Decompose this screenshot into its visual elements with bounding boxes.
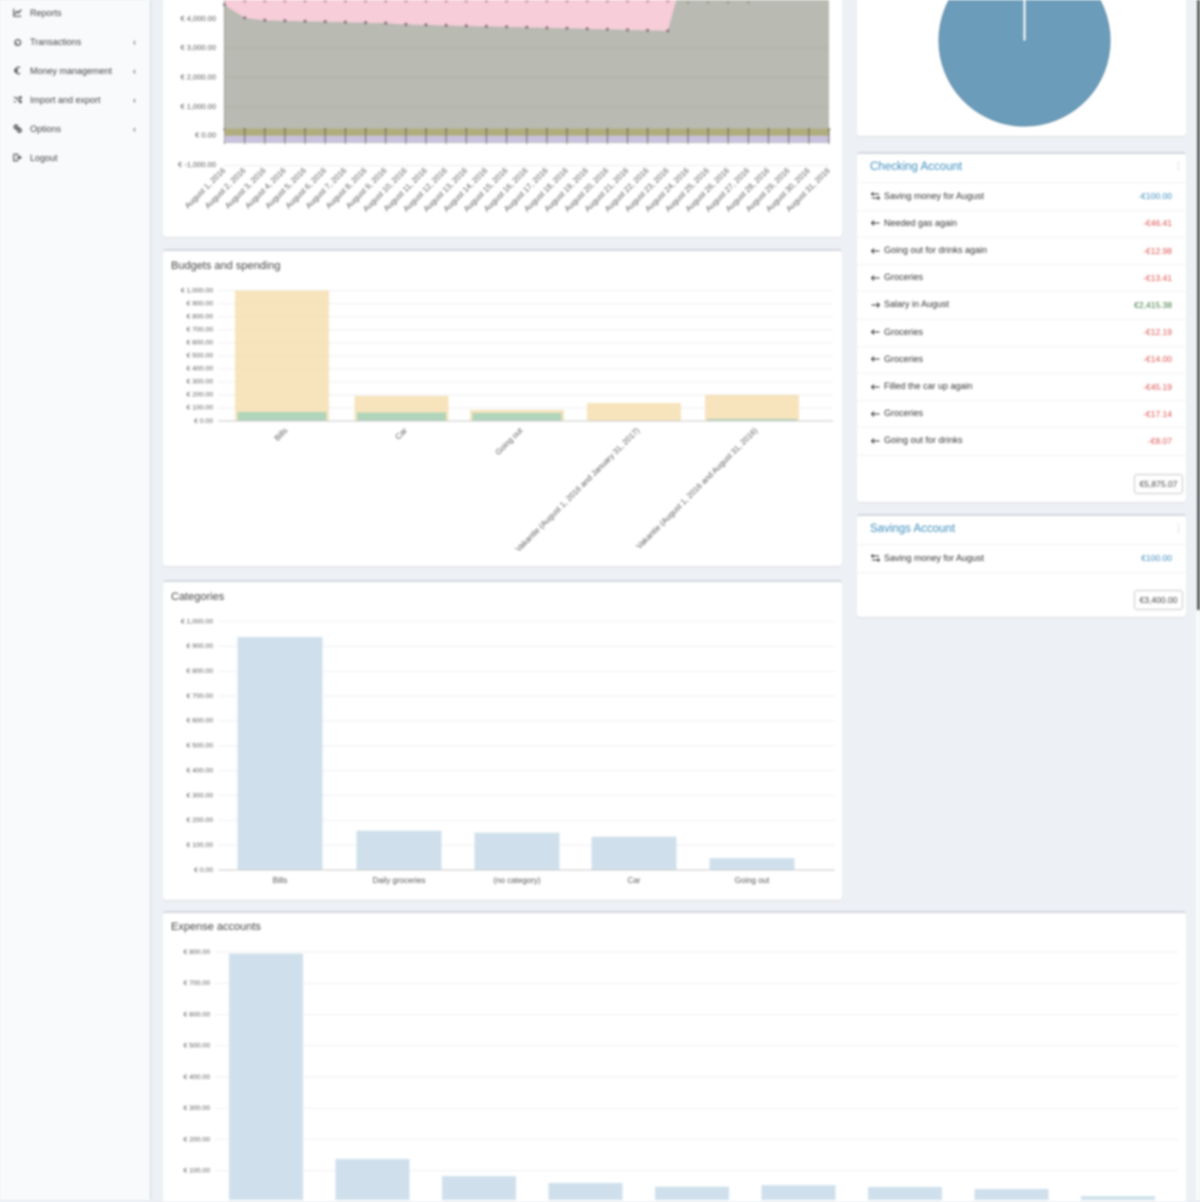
svg-text:€ 600.00: € 600.00: [187, 339, 214, 346]
svg-text:Vakantie (August 1, 2016 and A: Vakantie (August 1, 2016 and August 31, …: [635, 426, 760, 551]
svg-text:€ 200.00: € 200.00: [187, 392, 214, 399]
svg-text:€ 400.00: € 400.00: [187, 366, 214, 373]
svg-text:€ 500.00: € 500.00: [187, 743, 214, 750]
svg-text:€ 400.00: € 400.00: [184, 1074, 211, 1081]
svg-text:Vakantie (August 1, 2016 and J: Vakantie (August 1, 2016 and January 31,…: [514, 426, 642, 554]
svg-text:Daily groceries: Daily groceries: [373, 876, 426, 885]
svg-text:€ 400.00: € 400.00: [187, 767, 214, 774]
svg-text:€ 500.00: € 500.00: [187, 353, 214, 360]
svg-text:€ 900.00: € 900.00: [187, 643, 214, 650]
svg-text:€ 0.00: € 0.00: [195, 130, 216, 139]
svg-text:€ 1,000.00: € 1,000.00: [181, 618, 213, 625]
svg-text:€ 700.00: € 700.00: [187, 326, 214, 333]
svg-text:€ -1,000.00: € -1,000.00: [178, 160, 216, 169]
svg-text:€ 700.00: € 700.00: [187, 693, 214, 700]
svg-text:Bills: Bills: [273, 426, 290, 443]
svg-text:(no category): (no category): [493, 876, 540, 885]
svg-text:€ 600.00: € 600.00: [187, 718, 214, 725]
svg-text:€ 300.00: € 300.00: [184, 1105, 211, 1112]
svg-text:Going out: Going out: [735, 876, 770, 885]
svg-text:€ 100.00: € 100.00: [187, 842, 214, 849]
svg-text:€ 0.00: € 0.00: [194, 418, 213, 425]
svg-text:€ 300.00: € 300.00: [187, 379, 214, 386]
svg-text:€ 800.00: € 800.00: [187, 668, 214, 675]
svg-text:€ 2,000.00: € 2,000.00: [181, 72, 216, 81]
svg-text:€ 1,000.00: € 1,000.00: [181, 287, 213, 294]
svg-text:€ 200.00: € 200.00: [184, 1136, 211, 1143]
svg-text:€ 200.00: € 200.00: [187, 817, 214, 824]
svg-text:€ 100.00: € 100.00: [187, 405, 214, 412]
svg-text:€ 500.00: € 500.00: [184, 1043, 211, 1050]
svg-text:Car: Car: [628, 876, 641, 885]
svg-text:Bills: Bills: [273, 876, 288, 885]
svg-text:Car: Car: [393, 426, 409, 442]
svg-text:€ 900.00: € 900.00: [187, 300, 214, 307]
svg-text:€ 3,000.00: € 3,000.00: [181, 43, 216, 52]
svg-text:Going out: Going out: [494, 426, 525, 457]
svg-text:€ 100.00: € 100.00: [184, 1168, 211, 1175]
svg-text:€ 700.00: € 700.00: [184, 980, 211, 987]
svg-text:€ 800.00: € 800.00: [184, 949, 211, 956]
svg-text:€ 800.00: € 800.00: [187, 313, 214, 320]
svg-text:€ 4,000.00: € 4,000.00: [181, 14, 216, 23]
svg-text:€ 1,000.00: € 1,000.00: [181, 102, 216, 111]
svg-text:€ 0.00: € 0.00: [194, 867, 213, 874]
svg-text:€ 600.00: € 600.00: [184, 1011, 211, 1018]
svg-text:€ 300.00: € 300.00: [187, 792, 214, 799]
